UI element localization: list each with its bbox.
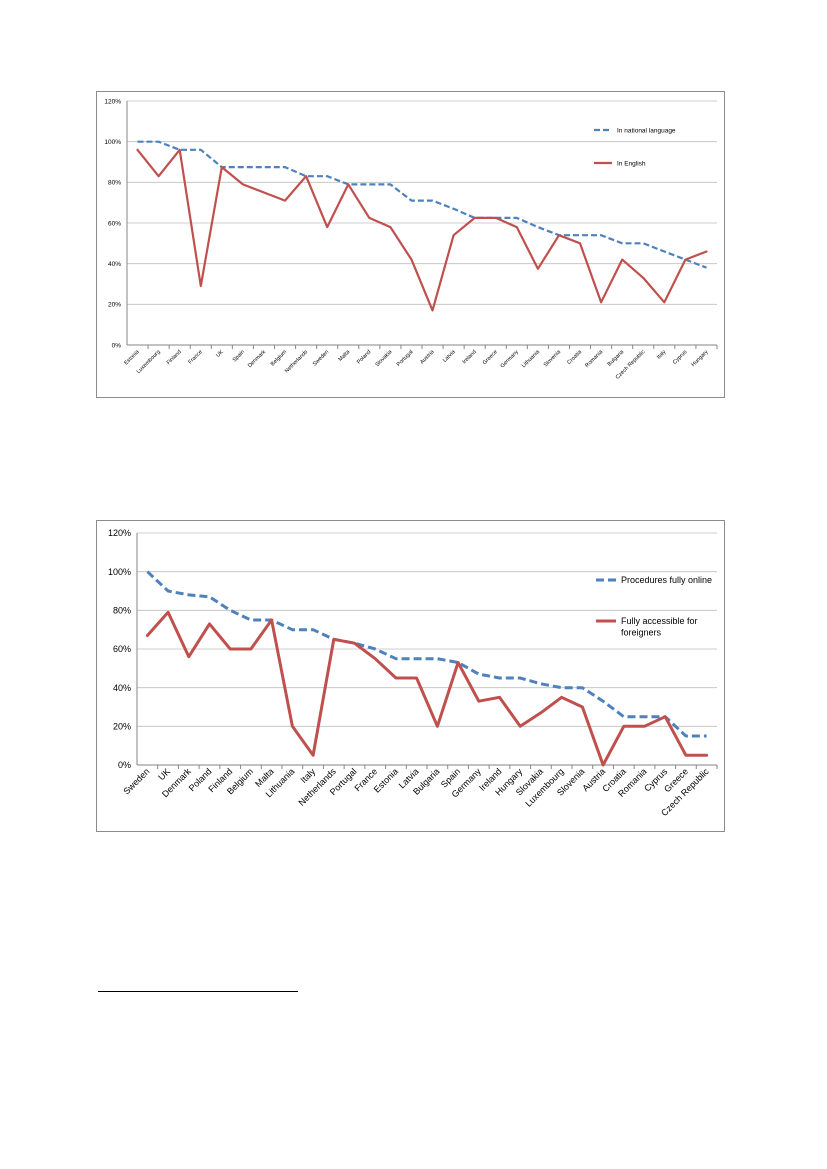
- y-tick-label: 120%: [108, 528, 131, 538]
- y-tick-label: 40%: [108, 261, 121, 268]
- series-line-solid: [145, 610, 709, 767]
- x-tick-label: Lithuania: [521, 349, 542, 370]
- legend-label: Fully accessible for: [621, 616, 698, 626]
- y-tick-label: 60%: [113, 644, 131, 654]
- x-tick-label: Denmark: [247, 349, 267, 369]
- y-tick-label: 120%: [104, 98, 121, 105]
- series-line-solid: [136, 148, 708, 312]
- x-tick-label: Italy: [656, 349, 668, 361]
- x-tick-label: Hungary: [691, 349, 710, 368]
- legend-label: foreigners: [621, 627, 662, 637]
- x-tick-label: Estonia: [123, 349, 141, 367]
- x-tick-label: Sweden: [312, 349, 330, 367]
- x-tick-label: Bulgaria: [607, 349, 626, 368]
- chart-language-availability: 0% 20% 40% 60% 80% 100% 120% Estonia Luxembourg F…: [96, 91, 725, 398]
- x-tick-label: Sweden: [121, 766, 151, 796]
- x-tick-label: Netherlands: [284, 349, 309, 374]
- x-tick-label: UK: [215, 349, 225, 359]
- x-tick-label: Belgium: [270, 349, 289, 368]
- y-tick-label: 60%: [108, 220, 121, 227]
- x-tick-label: Poland: [356, 349, 372, 365]
- series-line-dashed: [146, 570, 707, 738]
- x-tick-label: Austria: [419, 349, 436, 366]
- y-tick-label: 20%: [108, 302, 121, 309]
- x-tick-label: France: [187, 349, 203, 365]
- x-tick-label: UK: [156, 766, 172, 782]
- legend-label: In national language: [617, 127, 676, 134]
- y-tick-label: 40%: [113, 683, 131, 693]
- y-tick-label: 80%: [108, 180, 121, 187]
- x-tick-label: Latvia: [442, 349, 457, 364]
- chart-online-procedures: 0% 20% 40% 60% 80% 100% 120% Sweden UK Denmark Pol…: [96, 520, 725, 832]
- x-tick-label: Portugal: [396, 349, 415, 368]
- y-tick-label: 0%: [118, 760, 131, 770]
- x-tick-label: Finland: [166, 349, 183, 366]
- legend-label: In English: [617, 160, 646, 167]
- x-tick-label: Ireland: [462, 349, 478, 365]
- x-tick-label: Cyprus: [672, 349, 689, 366]
- series-line-dashed: [137, 140, 707, 269]
- x-tick-label: Malta: [338, 349, 352, 363]
- x-tick-label: Croatia: [566, 349, 583, 366]
- y-tick-label: 20%: [113, 721, 131, 731]
- y-tick-label: 80%: [113, 605, 131, 615]
- x-tick-label: Slovenia: [543, 349, 563, 369]
- legend-label: Procedures fully online: [621, 575, 712, 585]
- chart-2-svg: 0%20%40%60%80%100%120%Sweden UKDenmarkPol…: [108, 528, 718, 818]
- footnote-separator: [98, 991, 298, 992]
- x-tick-label: Greece: [482, 349, 499, 366]
- x-tick-label: Spain: [232, 349, 246, 363]
- y-tick-label: 100%: [104, 139, 121, 146]
- y-tick-label: 0%: [112, 342, 122, 349]
- y-tick-label: 100%: [108, 567, 131, 577]
- x-tick-label: Slovakia: [375, 349, 395, 369]
- x-tick-label: Germany: [500, 349, 520, 369]
- x-tick-label: Romania: [584, 349, 604, 369]
